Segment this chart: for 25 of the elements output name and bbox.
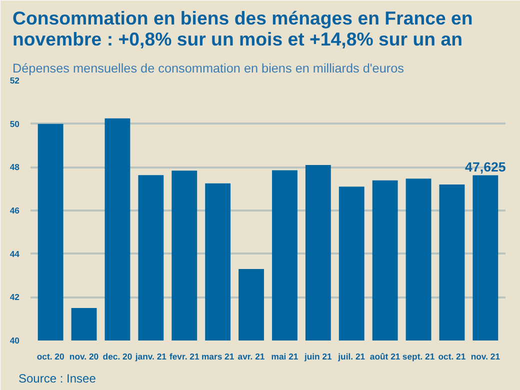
y-tick-label: 48: [10, 162, 20, 172]
x-tick-label: nov. 21: [470, 352, 500, 362]
y-tick-label: 46: [10, 206, 20, 216]
source-note: Source : Insee: [18, 372, 96, 386]
x-tick-label: mai 21: [271, 352, 298, 362]
x-tick-label: août 21: [370, 352, 400, 362]
y-tick-label: 44: [10, 248, 20, 259]
x-tick-label: oct. 21: [438, 352, 466, 362]
y-tick-label: 40: [10, 336, 20, 346]
chart-title: Consommation en biens des ménages en France en novembre : +0,8% sur un mois et +14,8% sur un an: [12, 8, 473, 50]
x-tick-label: avr. 21: [238, 352, 265, 362]
y-tick-label: 50: [10, 118, 20, 129]
x-tick-label: nov. 20: [69, 352, 99, 362]
x-tick-label: oct. 20: [36, 352, 64, 362]
chart-subtitle: Dépenses mensuelles de consommation en biens en milliards d'euros: [12, 62, 404, 76]
x-tick-label: fevr. 21: [169, 352, 200, 362]
y-tick-label: 52: [10, 76, 20, 86]
y-tick-label: 42: [10, 292, 20, 302]
x-tick-label: dec. 20: [102, 352, 132, 362]
annotation: 47,625: [465, 159, 506, 174]
x-tick-label: janv. 21: [134, 352, 167, 362]
x-tick-label: juil. 21: [337, 352, 366, 362]
x-tick-label: mars 21: [201, 352, 234, 362]
x-tick-label: juin 21: [303, 352, 332, 362]
x-tick-label: sept. 21: [402, 352, 435, 362]
